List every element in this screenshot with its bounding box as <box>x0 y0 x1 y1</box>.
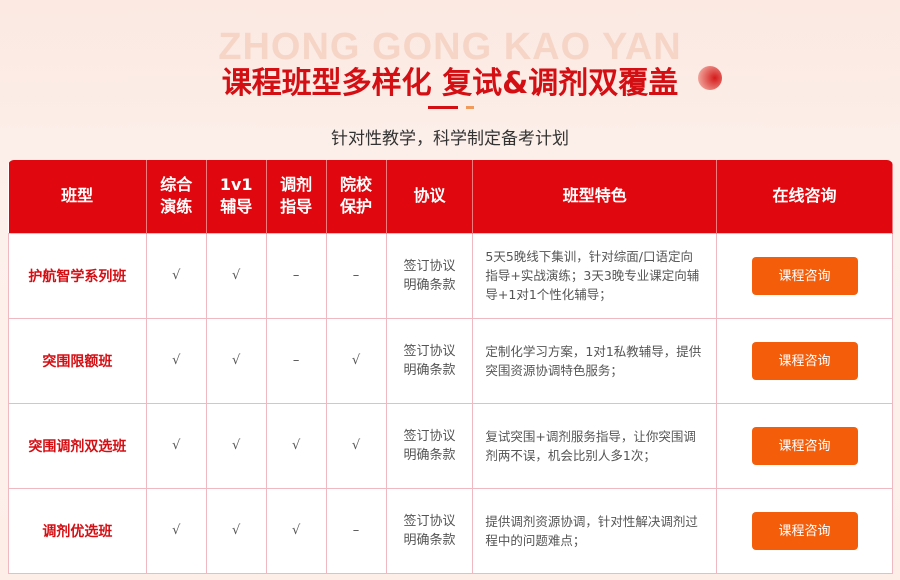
column-header: 协议 <box>386 160 474 233</box>
comprehensive-practice-mark: √ <box>145 317 207 404</box>
adjustment-guidance-mark: – <box>265 317 327 404</box>
comprehensive-practice-mark: √ <box>145 402 207 489</box>
class-features: 复试突围+调剂服务指导，让你突围调剂两不误，机会比别人多1次； <box>472 402 718 489</box>
class-name: 护航智学系列班 <box>8 232 147 319</box>
header-label: 协议 <box>413 186 446 206</box>
one-on-one-mark: √ <box>205 317 267 404</box>
header-label: 院校 <box>340 175 373 195</box>
table-header: 班型 综合 演练 1v1 辅导 调剂 指导 院校 保护 协议 班型特色 在线咨询 <box>8 160 893 233</box>
consult-cell: 课程咨询 <box>716 232 893 319</box>
column-header: 班型 <box>8 160 147 233</box>
class-name: 突围限额班 <box>8 317 147 404</box>
column-header: 综合 演练 <box>146 160 207 233</box>
agreement-line: 明确条款 <box>403 447 456 463</box>
consult-button[interactable]: 课程咨询 <box>751 426 858 465</box>
adjustment-guidance-mark: – <box>265 232 327 319</box>
class-features: 定制化学习方案，1对1私教辅导，提供突围资源协调特色服务； <box>472 317 718 404</box>
header-label: 调剂 <box>280 175 313 195</box>
header-label: 在线咨询 <box>772 186 837 206</box>
one-on-one-mark: √ <box>205 402 267 489</box>
agreement-cell: 签订协议 明确条款 <box>385 317 474 404</box>
class-features: 5天5晚线下集训，针对综面/口语定向指导+实战演练；3天3晚专业课定向辅导+1对… <box>472 232 718 319</box>
agreement-line: 明确条款 <box>403 532 456 548</box>
divider <box>428 106 458 109</box>
school-protection-mark: – <box>325 232 387 319</box>
consult-cell: 课程咨询 <box>716 317 893 404</box>
page-subtitle: 针对性教学，科学制定备考计划 <box>331 129 569 149</box>
agreement-line: 明确条款 <box>403 362 456 378</box>
class-name: 调剂优选班 <box>8 487 147 574</box>
decorative-ball <box>698 66 722 90</box>
school-protection-mark: √ <box>325 317 387 404</box>
table-row: 护航智学系列班 √ √ – – 签订协议明确条款 5天5晚线下集训，针对综面/口… <box>8 232 893 319</box>
consult-button[interactable]: 课程咨询 <box>751 341 858 380</box>
agreement-cell: 签订协议 明确条款 <box>385 487 474 574</box>
course-table: 班型 综合 演练 1v1 辅导 调剂 指导 院校 保护 协议 班型特色 在线咨询 护航智学系列班 √ … <box>8 160 893 574</box>
school-protection-mark: – <box>325 487 387 574</box>
header-label: 指导 <box>280 197 313 217</box>
header-label: 班型特色 <box>562 186 627 206</box>
comprehensive-practice-mark: √ <box>145 487 207 574</box>
agreement-line: 签订协议 <box>403 343 456 359</box>
school-protection-mark: √ <box>325 402 387 489</box>
agreement-line: 签订协议 <box>403 513 456 529</box>
class-features: 提供调剂资源协调，针对性解决调剂过程中的问题难点； <box>472 487 718 574</box>
divider-accent <box>466 106 474 109</box>
table-row: 调剂优选班 √ √ √ – 签订协议明确条款 提供调剂资源协调，针对性解决调剂过… <box>8 487 893 574</box>
agreement-cell: 签订协议 明确条款 <box>385 402 474 489</box>
header-label: 保护 <box>340 197 373 217</box>
column-header: 1v1 辅导 <box>206 160 267 233</box>
agreement-line: 签订协议 <box>403 258 456 274</box>
column-header: 在线咨询 <box>716 160 893 233</box>
comprehensive-practice-mark: √ <box>145 232 207 319</box>
watermark-text: ZHONG GONG KAO YAN <box>218 26 682 68</box>
adjustment-guidance-mark: √ <box>265 402 327 489</box>
column-header: 班型特色 <box>472 160 718 233</box>
agreement-cell: 签订协议 明确条款 <box>385 232 474 319</box>
header-label: 综合 <box>160 175 193 195</box>
header-label: 演练 <box>160 197 193 217</box>
header-label: 班型 <box>61 186 94 206</box>
adjustment-guidance-mark: √ <box>265 487 327 574</box>
consult-cell: 课程咨询 <box>716 487 893 574</box>
header-label: 1v1 <box>219 175 253 195</box>
one-on-one-mark: √ <box>205 232 267 319</box>
page-title: 课程班型多样化 复试&调剂双覆盖 <box>221 66 679 101</box>
column-header: 调剂 指导 <box>266 160 327 233</box>
agreement-line: 明确条款 <box>403 277 456 293</box>
one-on-one-mark: √ <box>205 487 267 574</box>
consult-cell: 课程咨询 <box>716 402 893 489</box>
consult-button[interactable]: 课程咨询 <box>751 256 858 295</box>
agreement-line: 签订协议 <box>403 428 456 444</box>
table-row: 突围调剂双选班 √ √ √ √ 签订协议明确条款 复试突围+调剂服务指导，让你突… <box>8 402 893 489</box>
column-header: 院校 保护 <box>326 160 387 233</box>
class-name: 突围调剂双选班 <box>8 402 147 489</box>
header-label: 辅导 <box>220 197 253 217</box>
table-row: 突围限额班 √ √ – √ 签订协议明确条款 定制化学习方案，1对1私教辅导，提… <box>8 317 893 404</box>
consult-button[interactable]: 课程咨询 <box>751 511 858 550</box>
